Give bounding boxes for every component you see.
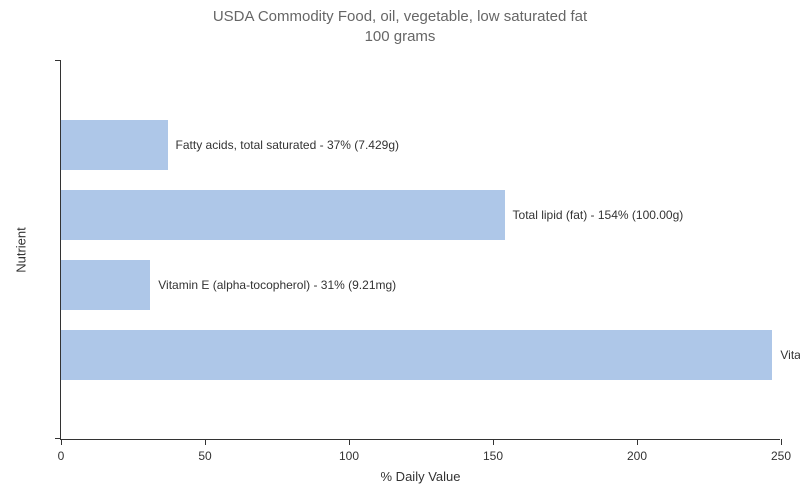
- bar-label: Fatty acids, total saturated - 37% (7.42…: [176, 138, 399, 152]
- y-axis-label: Nutrient: [14, 227, 29, 273]
- bar-row: Fatty acids, total saturated - 37% (7.42…: [61, 110, 781, 180]
- chart-container: USDA Commodity Food, oil, vegetable, low…: [0, 0, 800, 500]
- chart-title-line2: 100 grams: [0, 28, 800, 45]
- bar: [61, 190, 505, 240]
- x-tick-label: 200: [627, 449, 647, 463]
- x-tick-label: 0: [58, 449, 65, 463]
- x-tick: [205, 439, 206, 445]
- x-tick: [61, 439, 62, 445]
- x-tick-label: 100: [339, 449, 359, 463]
- bar-row: Vitamin K (phylloquinone) - 247% (197.6m…: [61, 320, 781, 390]
- bar-label: Vitamin E (alpha-tocopherol) - 31% (9.21…: [158, 278, 396, 292]
- x-tick: [637, 439, 638, 445]
- x-tick-label: 50: [198, 449, 211, 463]
- bar: [61, 330, 772, 380]
- plot-area: Nutrient % Daily Value 050100150200250Fa…: [60, 60, 780, 440]
- bar-row: Vitamin E (alpha-tocopherol) - 31% (9.21…: [61, 250, 781, 320]
- bar: [61, 120, 168, 170]
- chart-title-line1: USDA Commodity Food, oil, vegetable, low…: [0, 8, 800, 25]
- bar-label: Vitamin K (phylloquinone) - 247% (197.6m…: [780, 348, 800, 362]
- x-tick: [349, 439, 350, 445]
- bar-row: Total lipid (fat) - 154% (100.00g): [61, 180, 781, 250]
- x-tick: [493, 439, 494, 445]
- bar: [61, 260, 150, 310]
- y-tick: [55, 60, 61, 61]
- x-axis-label: % Daily Value: [381, 469, 461, 484]
- bar-label: Total lipid (fat) - 154% (100.00g): [513, 208, 684, 222]
- x-tick: [781, 439, 782, 445]
- x-tick-label: 250: [771, 449, 791, 463]
- x-tick-label: 150: [483, 449, 503, 463]
